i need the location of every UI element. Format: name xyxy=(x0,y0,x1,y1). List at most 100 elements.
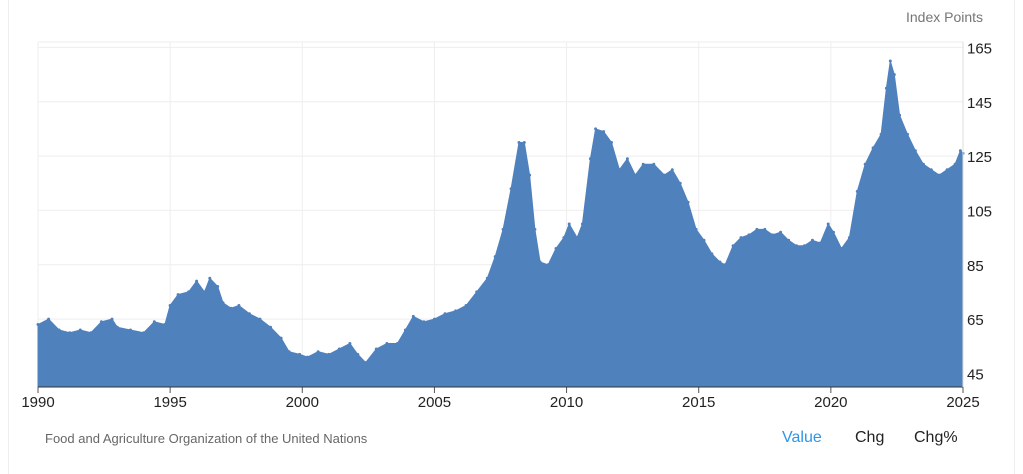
data-point xyxy=(454,309,458,313)
data-point xyxy=(229,306,233,310)
data-point xyxy=(580,222,584,226)
x-tick-label: 1995 xyxy=(153,394,186,411)
data-point xyxy=(802,244,806,248)
data-point xyxy=(763,227,767,231)
data-point xyxy=(176,293,180,297)
data-point xyxy=(203,290,206,294)
data-point xyxy=(795,244,798,248)
data-point xyxy=(594,127,598,131)
data-point xyxy=(755,227,759,231)
tab-chg-percent[interactable]: Chg% xyxy=(914,429,958,446)
data-point xyxy=(195,279,199,283)
data-point xyxy=(863,162,867,166)
data-point xyxy=(422,320,426,324)
data-point xyxy=(855,189,859,193)
series-area xyxy=(37,60,964,388)
data-area xyxy=(36,59,965,388)
data-point xyxy=(538,260,542,264)
y-tick-label: 165 xyxy=(967,40,992,57)
data-point xyxy=(327,352,331,356)
data-point xyxy=(929,168,933,172)
data-point xyxy=(247,312,251,316)
data-point xyxy=(787,238,791,242)
data-point xyxy=(36,323,40,326)
data-point xyxy=(485,276,489,280)
data-point xyxy=(68,331,72,335)
data-point xyxy=(723,263,727,267)
data-point xyxy=(216,285,220,288)
tab-value[interactable]: Value xyxy=(782,429,822,446)
data-point xyxy=(364,361,368,365)
data-point xyxy=(879,132,883,136)
data-point xyxy=(258,317,262,321)
data-point xyxy=(731,244,735,248)
data-point xyxy=(306,355,310,359)
data-point xyxy=(602,130,606,134)
data-point xyxy=(493,255,497,259)
data-point xyxy=(279,336,283,340)
data-point xyxy=(47,317,51,321)
data-point xyxy=(385,342,389,345)
data-point xyxy=(937,173,941,177)
y-tick-label: 65 xyxy=(967,312,984,329)
data-point xyxy=(747,233,751,237)
data-point xyxy=(269,325,273,329)
x-tick-label: 2015 xyxy=(682,394,715,411)
data-point xyxy=(652,162,656,166)
data-point xyxy=(533,227,537,231)
data-point xyxy=(546,263,550,267)
data-point xyxy=(779,230,783,234)
x-tick-label: 2005 xyxy=(418,394,451,411)
data-point xyxy=(443,312,447,316)
data-point xyxy=(832,230,835,234)
data-point xyxy=(411,314,415,318)
data-point xyxy=(710,252,714,256)
y-axis-unit-label: Index Points xyxy=(906,9,984,25)
data-point xyxy=(670,168,674,172)
data-point xyxy=(610,141,613,144)
data-point xyxy=(78,328,82,332)
data-point xyxy=(464,304,468,307)
data-point xyxy=(884,86,888,90)
x-tick-label: 2025 xyxy=(946,394,979,411)
data-point xyxy=(662,173,666,177)
data-point xyxy=(892,73,896,77)
data-point xyxy=(475,290,479,294)
y-tick-label: 125 xyxy=(967,149,992,166)
data-point xyxy=(163,323,167,326)
data-point xyxy=(921,162,925,166)
data-point xyxy=(522,141,526,144)
data-point xyxy=(810,238,814,242)
data-point xyxy=(395,342,399,345)
data-point xyxy=(686,200,690,204)
data-point xyxy=(718,260,722,264)
data-point xyxy=(348,342,352,345)
data-point xyxy=(110,317,114,321)
data-point xyxy=(509,187,513,191)
x-tick-label: 1990 xyxy=(21,394,54,411)
x-tick-label: 2020 xyxy=(814,394,847,411)
data-point xyxy=(953,162,957,166)
area-chart: 45 65 85 105 125 145 165 1990 1995 2000 2005 2010 20… xyxy=(21,40,992,411)
data-point xyxy=(771,233,775,237)
y-tick-label: 45 xyxy=(967,366,984,383)
data-point xyxy=(694,227,698,231)
y-tick-label: 85 xyxy=(967,258,984,275)
tab-chg[interactable]: Chg xyxy=(855,429,885,446)
data-point xyxy=(898,113,902,117)
data-point xyxy=(115,325,119,329)
data-point xyxy=(554,247,558,250)
data-point xyxy=(625,157,629,161)
data-point xyxy=(818,241,822,245)
data-point xyxy=(142,331,146,335)
data-point xyxy=(89,331,93,335)
data-point xyxy=(567,222,571,226)
data-point xyxy=(403,328,407,332)
data-point xyxy=(187,290,191,294)
data-point xyxy=(888,59,892,63)
data-point xyxy=(129,328,132,332)
x-tick-label: 2000 xyxy=(286,394,319,411)
data-point xyxy=(374,347,378,351)
data-point xyxy=(208,276,212,280)
data-point xyxy=(906,132,909,136)
